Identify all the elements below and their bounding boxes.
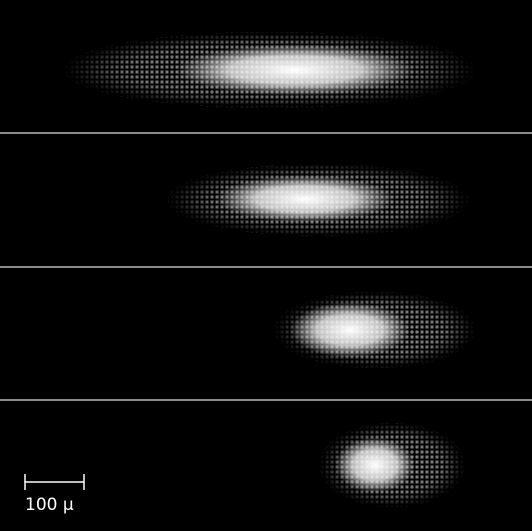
image: 100 μ [0,0,532,531]
page: 100 μ (() => { const data = JSON.parse(d… [0,0,532,531]
panel [320,423,464,507]
scale-bar-label: 100 μ [25,495,74,515]
cloud-core [215,175,395,223]
panel [275,292,475,368]
cloud-core [335,437,415,493]
cloud-core [175,44,415,96]
cloud-core [290,302,410,358]
panel [65,32,475,108]
panel [168,164,468,236]
